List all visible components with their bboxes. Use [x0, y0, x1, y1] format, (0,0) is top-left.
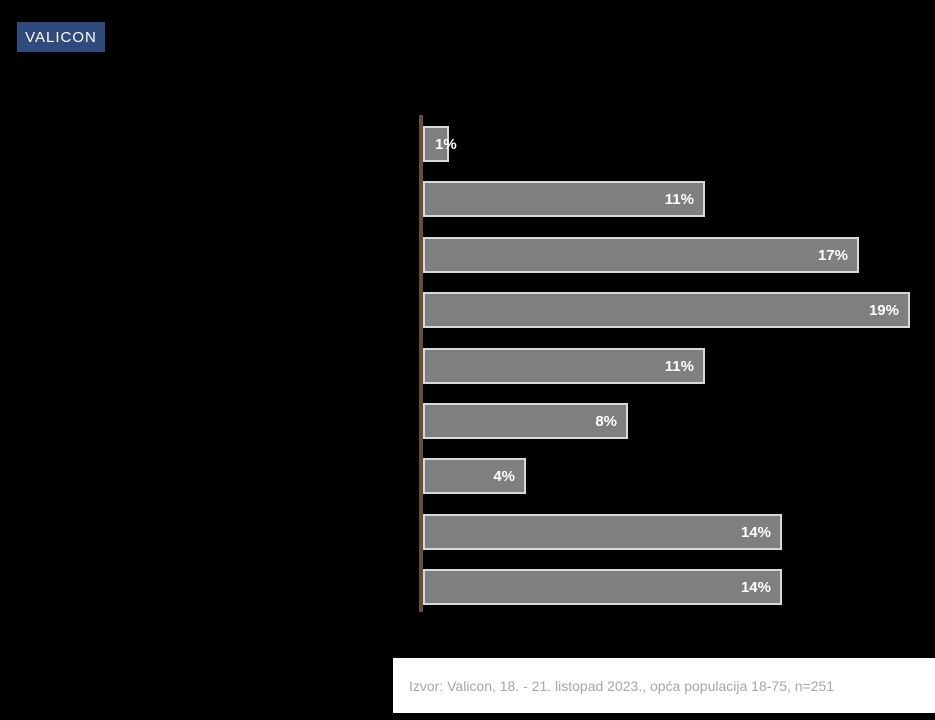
bar-value-label: 17% — [817, 246, 848, 264]
bar-value-label: 1% — [435, 135, 457, 153]
bar: 14% — [423, 514, 782, 550]
bar: 17% — [423, 237, 859, 273]
bar-value-label: 11% — [664, 190, 694, 208]
valicon-logo: VALICON — [17, 22, 105, 52]
bar: 14% — [423, 569, 782, 605]
bar-value-label: 8% — [595, 412, 617, 430]
source-text: Izvor: Valicon, 18. - 21. listopad 2023.… — [409, 677, 835, 694]
bar: 4% — [423, 458, 526, 494]
bar: 11% — [423, 348, 705, 384]
bar-value-label: 14% — [740, 578, 771, 596]
bar: 1% — [423, 126, 457, 162]
bar-value-label: 19% — [868, 301, 899, 319]
bar-value-label: 11% — [664, 357, 694, 375]
bar: 8% — [423, 403, 628, 439]
bars: 1% 11% 17% 19% 11% 8% 4% 14% 14% — [423, 126, 935, 612]
bar-value-label: 14% — [740, 523, 771, 541]
y-axis-line — [419, 115, 423, 612]
bar: 19% — [423, 292, 910, 328]
source-footer: Izvor: Valicon, 18. - 21. listopad 2023.… — [393, 658, 935, 713]
bar-value-label: 4% — [493, 467, 515, 485]
bar: 11% — [423, 181, 705, 217]
